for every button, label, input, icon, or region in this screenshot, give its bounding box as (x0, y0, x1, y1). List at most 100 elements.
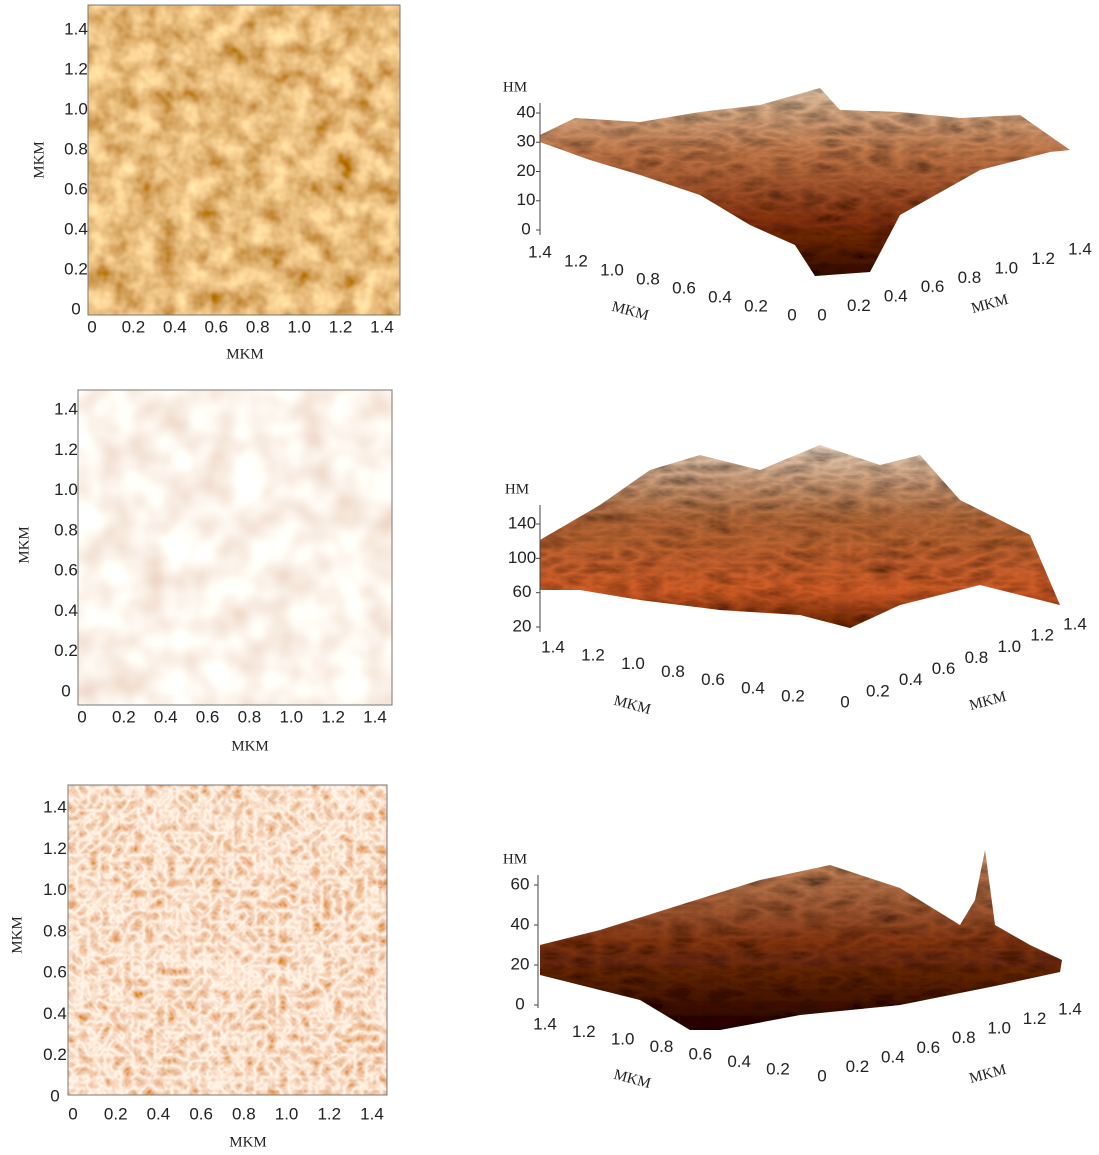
surface-3d (540, 445, 1060, 628)
z-tick-label: 0 (521, 219, 530, 238)
z-tick-label: 60 (513, 582, 532, 601)
y-tick-label: 0 (50, 1086, 59, 1105)
right-axis-tick-label: 0.8 (965, 648, 989, 667)
y-tick-label: 0.8 (54, 520, 78, 539)
right-axis-tick-label: 0 (817, 305, 826, 324)
right-axis-label: MKM (970, 292, 1010, 317)
right-axis-tick-label: 1.2 (1031, 249, 1055, 268)
z-tick-label: 100 (508, 548, 536, 567)
left-axis-tick-label: 0.6 (701, 670, 725, 689)
x-tick-label: 0.4 (154, 707, 178, 726)
x-tick-label: 1.4 (360, 1104, 384, 1123)
right-axis-tick-label: 1.4 (1058, 999, 1082, 1018)
left-axis-tick-label: 0.8 (636, 269, 660, 288)
x-tick-label: 1.2 (321, 707, 345, 726)
right-axis-label: MKM (968, 1062, 1008, 1087)
z-axis-label: HM (503, 851, 527, 867)
y-tick-label: 0.2 (64, 259, 88, 278)
x-tick-label: 1.2 (317, 1104, 341, 1123)
left-axis-tick-label: 0.6 (689, 1044, 713, 1063)
right-axis-tick-label: 1.4 (1068, 239, 1092, 258)
x-tick-label: 1.0 (287, 317, 311, 336)
left-axis-tick-label: 1.2 (581, 646, 605, 665)
right-axis-label: MKM (968, 689, 1008, 714)
y-tick-label: 1.0 (54, 480, 78, 499)
z-tick-label: 60 (511, 874, 530, 893)
left-axis-tick-label: 0.2 (781, 686, 805, 705)
right-axis-tick-label: 0.6 (921, 277, 945, 296)
left-axis-tick-label: 0.4 (708, 287, 732, 306)
left-axis-tick-label: 1.0 (611, 1029, 635, 1048)
left-axis-tick-label: 1.2 (564, 251, 588, 270)
x-tick-label: 1.4 (370, 317, 394, 336)
x-tick-label: 0.4 (147, 1104, 171, 1123)
y-tick-label: 0.8 (64, 139, 88, 158)
x-tick-label: 1.0 (279, 707, 303, 726)
z-tick-label: 20 (513, 616, 532, 635)
left-axis-tick-label: 0.8 (650, 1037, 674, 1056)
right-axis-tick-label: 1.0 (994, 258, 1018, 277)
map-frame (87, 4, 401, 316)
left-axis-tick-label: 0.6 (672, 278, 696, 297)
y-tick-label: 1.4 (43, 797, 67, 816)
x-tick-label: 0.2 (112, 707, 136, 726)
y-tick-label: 0 (71, 299, 80, 318)
right-axis-tick-label: 0.6 (932, 659, 956, 678)
right-axis-tick-label: 0.2 (866, 681, 890, 700)
left-axis-label: MKM (612, 693, 652, 718)
x-tick-label: 0.6 (196, 707, 220, 726)
x-axis-label: MKM (226, 346, 264, 362)
z-tick-label: 20 (517, 161, 536, 180)
y-tick-label: 0.6 (54, 561, 78, 580)
z-tick-label: 10 (517, 190, 536, 209)
right-axis-tick-label: 0 (817, 1066, 826, 1085)
surface-3d (540, 88, 1070, 276)
right-axis-tick-label: 1.2 (1023, 1009, 1047, 1028)
z-tick-label: 0 (515, 994, 524, 1013)
y-tick-label: 1.2 (64, 59, 88, 78)
z-tick-label: 20 (511, 954, 530, 973)
y-tick-label: 0.4 (64, 219, 88, 238)
left-axis-tick-label: 0.8 (661, 662, 685, 681)
left-axis-tick-label: 0.2 (744, 296, 768, 315)
z-axis-label: HM (505, 481, 529, 497)
left-axis-tick-label: 1.0 (621, 654, 645, 673)
left-axis-label: MKM (612, 1067, 652, 1092)
x-tick-label: 0 (77, 707, 86, 726)
right-axis-tick-label: 0.2 (846, 1057, 870, 1076)
y-axis-label: MKM (31, 141, 47, 179)
surface-3d (540, 850, 1062, 1030)
x-tick-label: 1.4 (363, 707, 387, 726)
x-axis-label: MKM (229, 1134, 267, 1150)
y-tick-label: 1.4 (54, 399, 78, 418)
map-frame (77, 389, 393, 706)
y-axis-label: MKM (16, 526, 32, 564)
right-axis-tick-label: 0.4 (881, 1047, 905, 1066)
z-axis-label: HM (503, 79, 527, 95)
right-axis-tick-label: 1.0 (987, 1019, 1011, 1038)
right-axis-tick-label: 1.2 (1030, 626, 1054, 645)
map-frame (67, 784, 388, 1096)
left-axis-tick-label: 1.4 (541, 637, 565, 656)
left-axis-tick-label: 1.2 (572, 1022, 596, 1041)
right-axis-tick-label: 0.6 (916, 1038, 940, 1057)
y-tick-label: 0.2 (43, 1045, 67, 1064)
z-tick-label: 40 (517, 102, 536, 121)
left-axis-tick-label: 1.0 (600, 260, 624, 279)
afm-map-image (68, 785, 387, 1095)
y-tick-label: 0.8 (43, 921, 67, 940)
z-tick-label: 40 (511, 914, 530, 933)
y-tick-label: 1.2 (43, 839, 67, 858)
y-axis-label: MKM (9, 916, 25, 954)
y-tick-label: 0.2 (54, 641, 78, 660)
afm-map-image (78, 390, 392, 705)
x-tick-label: 0.8 (246, 317, 270, 336)
x-tick-label: 0 (87, 317, 96, 336)
y-tick-label: 0.4 (43, 1004, 67, 1023)
x-tick-label: 0.4 (163, 317, 187, 336)
right-axis-tick-label: 0.4 (884, 287, 908, 306)
y-tick-label: 0.6 (64, 179, 88, 198)
x-tick-label: 0.2 (122, 317, 146, 336)
right-axis-tick-label: 1.4 (1063, 614, 1087, 633)
